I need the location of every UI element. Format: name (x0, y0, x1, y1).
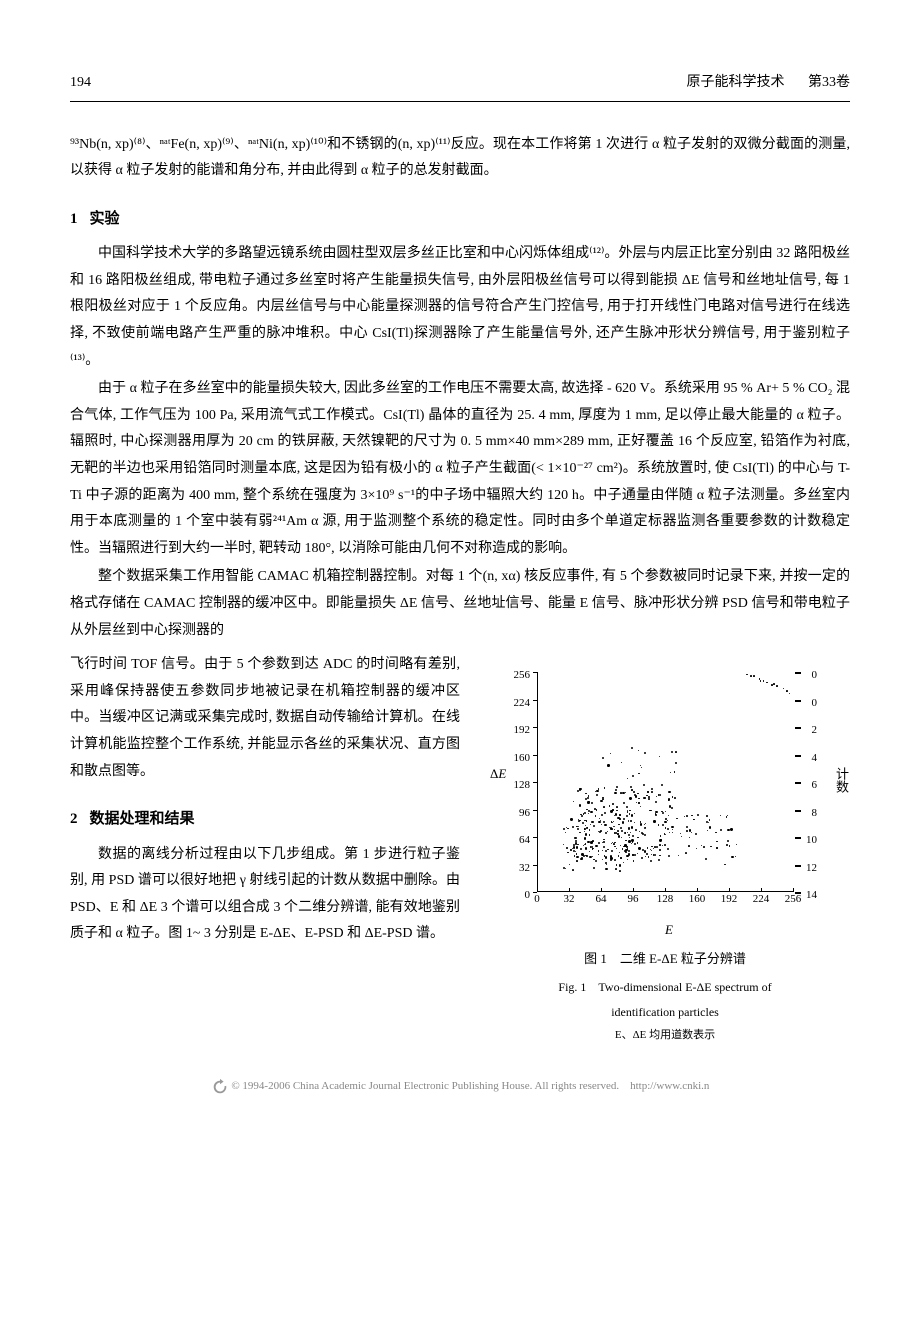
y-tick-label: 96 (495, 803, 530, 824)
right-tick-label: 12 (806, 858, 817, 879)
figure1-note: E、ΔE 均用道数表示 (480, 1025, 850, 1046)
section1-p3: 整个数据采集工作用智能 CAMAC 机箱控制器控制。对每 1 个(n, xα) … (70, 564, 850, 644)
y-tick-label: 192 (495, 720, 530, 741)
page-header: 194 原子能科学技术 第33卷 (70, 70, 850, 102)
figure1: ΔE E 计数 03264961281601922242560326496128… (480, 662, 850, 1046)
y-tick-label: 32 (495, 858, 530, 879)
right-column: ΔE E 计数 03264961281601922242560326496128… (480, 652, 850, 1046)
scatter-chart: ΔE E 计数 03264961281601922242560326496128… (495, 662, 835, 932)
y-tick-label: 0 (495, 885, 530, 906)
right-tick-label: 10 (806, 830, 817, 851)
page-number: 194 (70, 70, 130, 97)
x-axis-title: E (665, 918, 673, 943)
chart-plot-area (537, 672, 793, 892)
right-tick-label: 0 (812, 665, 818, 686)
x-tick-label: 64 (596, 889, 607, 910)
figure1-caption-en1: Fig. 1 Two-dimensional E-ΔE spectrum of (480, 976, 850, 999)
section2-title: 数据处理和结果 (90, 811, 195, 827)
y-tick-label: 64 (495, 830, 530, 851)
right-axis-title: 计数 (828, 767, 853, 793)
section2-header: 2 数据处理和结果 (70, 805, 460, 834)
section2-number: 2 (70, 811, 78, 827)
section1-number: 1 (70, 211, 78, 227)
right-tick-label: 6 (812, 775, 818, 796)
section1-p3-continued: 飞行时间 TOF 信号。由于 5 个参数到达 ADC 的时间略有差别, 采用峰保… (70, 652, 460, 785)
copyright-notice: © 1994-2006 China Academic Journal Elect… (70, 1076, 850, 1097)
copyright-text: © 1994-2006 China Academic Journal Elect… (231, 1080, 709, 1092)
figure1-caption-en2: identification particles (480, 1001, 850, 1024)
y-tick-label: 256 (495, 665, 530, 686)
y-tick-label: 128 (495, 775, 530, 796)
intro-paragraph: ⁹³Nb(n, xp)⁽⁸⁾、ⁿᵃᵗFe(n, xp)⁽⁹⁾、ⁿᵃᵗNi(n, … (70, 132, 850, 185)
x-tick-label: 192 (721, 889, 738, 910)
left-column: 飞行时间 TOF 信号。由于 5 个参数到达 ADC 的时间略有差别, 采用峰保… (70, 652, 460, 1046)
figure1-caption-cn: 图 1 二维 E-ΔE 粒子分辨谱 (480, 947, 850, 972)
section1-p2: 由于 α 粒子在多丝室中的能量损失较大, 因此多丝室的工作电压不需要太高, 故选… (70, 376, 850, 562)
right-tick-label: 4 (812, 748, 818, 769)
y-tick-label: 224 (495, 693, 530, 714)
two-column-layout: 飞行时间 TOF 信号。由于 5 个参数到达 ADC 的时间略有差别, 采用峰保… (70, 652, 850, 1046)
right-tick-label: 8 (812, 803, 818, 824)
x-tick-label: 128 (657, 889, 674, 910)
y-tick-label: 160 (495, 748, 530, 769)
section1-title: 实验 (90, 211, 120, 227)
section1-header: 1 实验 (70, 205, 850, 234)
section2-p1: 数据的离线分析过程由以下几步组成。第 1 步进行粒子鉴别, 用 PSD 谱可以很… (70, 842, 460, 948)
x-tick-label: 96 (628, 889, 639, 910)
x-tick-label: 32 (564, 889, 575, 910)
volume-label: 第33卷 (808, 75, 850, 90)
journal-title: 原子能科学技术 第33卷 (687, 70, 851, 97)
x-tick-label: 160 (689, 889, 706, 910)
x-tick-label: 224 (753, 889, 770, 910)
right-tick-label: 0 (812, 693, 818, 714)
right-tick-label: 2 (812, 720, 818, 741)
section1-p1: 中国科学技术大学的多路望远镜系统由圆柱型双层多丝正比室和中心闪烁体组成⁽¹²⁾。… (70, 241, 850, 374)
x-tick-label: 0 (534, 889, 540, 910)
journal-name: 原子能科学技术 (687, 75, 785, 90)
reload-icon (211, 1078, 229, 1096)
right-tick-label: 14 (806, 885, 817, 906)
